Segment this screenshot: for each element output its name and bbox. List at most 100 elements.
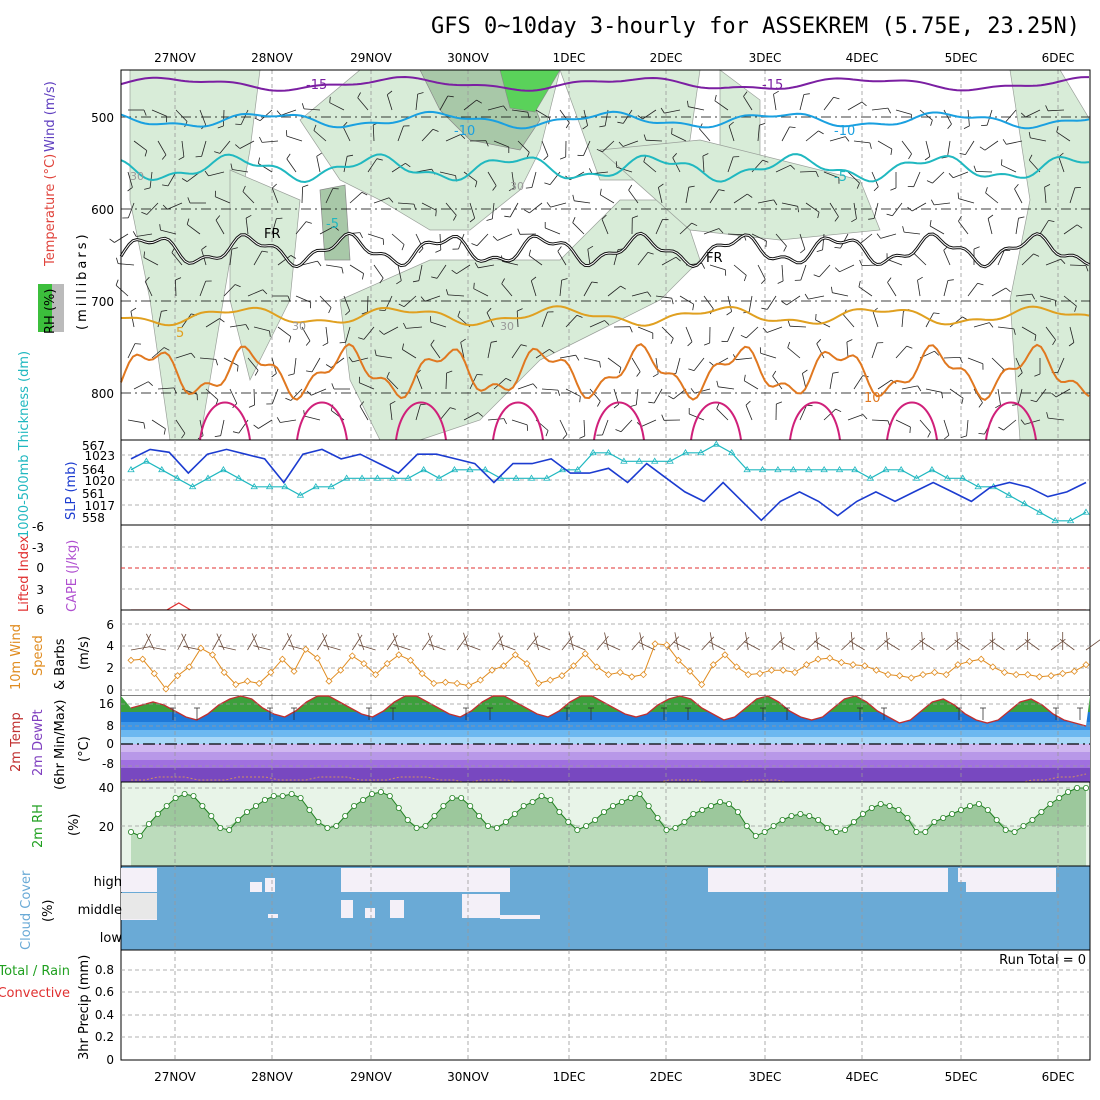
wind-barb	[727, 233, 745, 236]
wind-barb	[199, 357, 216, 360]
thickness-marker	[728, 448, 736, 456]
wind-barb	[280, 419, 297, 423]
wind-barb-flag	[116, 257, 119, 264]
temp-band	[121, 768, 1090, 782]
wind-barb	[913, 171, 921, 187]
rh2m-marker	[788, 813, 795, 820]
wind-barb-flag	[761, 307, 768, 310]
wind-barb	[901, 385, 918, 390]
rh2m-area-upper	[131, 788, 1086, 826]
wind-barb	[175, 279, 177, 297]
wind-barb	[766, 326, 783, 333]
temp2m-unit: (°C)	[77, 736, 92, 762]
wind10-barb	[850, 632, 854, 651]
rh2m-marker	[520, 803, 527, 810]
wind-barb-flag	[575, 354, 580, 361]
wind-barb	[702, 155, 705, 173]
wind-barb	[487, 342, 492, 359]
thickness-marker	[651, 457, 659, 464]
wind-barb-flag	[743, 275, 747, 282]
pressure-tick: 800	[91, 387, 114, 401]
wind-barb	[319, 226, 335, 235]
wind-barb-flag	[420, 296, 426, 302]
rh2m-marker	[984, 807, 991, 814]
temp2m-panel: 16 8 0 -8 2m Temp 2m DewPt (6hr Min/Max)…	[9, 695, 1091, 790]
wind10-marker	[837, 658, 845, 667]
rh2m-marker	[1083, 785, 1090, 792]
wind-barb-flag	[1005, 287, 1011, 293]
rh2m-marker	[243, 809, 250, 816]
thickness-marker	[743, 465, 751, 473]
rh2m-panel: 40 20 2m RH (%)	[31, 781, 1091, 867]
wind10-barb	[218, 645, 236, 651]
thickness-marker	[820, 465, 828, 473]
wind-barb	[914, 253, 927, 266]
isotherm-15	[395, 401, 447, 441]
wind-barb	[545, 227, 561, 235]
cloud-cover-label: Cloud Cover	[19, 870, 34, 950]
wind10-marker	[488, 666, 496, 674]
wind10-marker	[942, 671, 950, 679]
wind-barb-flag	[777, 280, 784, 284]
rh-legend-swatch	[52, 284, 64, 332]
wind-barb-flag	[804, 293, 809, 300]
rh2m-marker	[993, 817, 1000, 824]
wind-barb	[733, 264, 747, 276]
wind-barb-flag	[474, 262, 479, 269]
wind-barb	[823, 96, 834, 111]
wind-barb	[671, 133, 687, 142]
wind10-marker	[849, 661, 857, 669]
wind-barb-flag	[963, 125, 970, 129]
temp-band	[121, 730, 1090, 737]
isotherm-15	[593, 401, 645, 441]
wind10-barb	[596, 635, 609, 651]
wind-barb	[325, 326, 329, 343]
wind-barb	[406, 326, 423, 329]
rh2m-marker	[395, 805, 402, 812]
wind-barb	[853, 140, 870, 144]
wind-barb	[997, 326, 1014, 330]
wind-barb-flag	[258, 157, 260, 164]
wind-barb	[859, 233, 873, 245]
rh2m-marker	[422, 823, 429, 830]
wind-barb	[529, 202, 543, 214]
rh2m-marker	[967, 803, 974, 810]
wind10-barb	[568, 642, 586, 651]
wind-barb	[886, 258, 903, 266]
wind-barb-flag	[773, 90, 779, 95]
wind-barb	[127, 171, 133, 188]
wind-barb-flag	[989, 322, 994, 328]
wind10-barb	[317, 634, 328, 651]
wind10-barb	[919, 639, 935, 651]
wind-barb	[1003, 419, 1017, 431]
wind-barb	[655, 219, 663, 235]
wind10-marker	[1047, 672, 1055, 680]
wind-barb-flag	[856, 182, 860, 189]
wind-barb-flag	[245, 214, 252, 219]
wind10-marker	[814, 655, 822, 663]
wind-barb	[901, 140, 912, 155]
rh2m-marker	[859, 811, 866, 818]
wind-barb-flag	[235, 144, 241, 149]
wind-barb	[829, 373, 834, 390]
wind-barb-flag	[944, 434, 950, 440]
wind-barb-flag	[1056, 126, 1059, 133]
rh2m-marker	[484, 823, 491, 830]
wind-barb	[672, 157, 681, 173]
freezing-level-inner	[120, 232, 1090, 268]
rh2m-marker	[315, 819, 322, 826]
wind-barb	[943, 357, 961, 359]
wind-barb-flag	[306, 390, 312, 396]
wind-barb	[1063, 224, 1078, 235]
wind-barb	[208, 171, 225, 177]
wind-barb	[843, 314, 855, 328]
clear-sky-cell	[121, 893, 157, 919]
thickness-marker	[435, 474, 443, 481]
wind-barb	[616, 166, 633, 173]
wind-barb	[637, 252, 649, 266]
rh2m-label: 2m RH	[31, 804, 46, 848]
wind-barb-flag	[960, 435, 967, 438]
thickness-marker	[589, 448, 597, 456]
wind-barb-flag	[401, 244, 405, 251]
rh2m-marker	[476, 813, 483, 820]
